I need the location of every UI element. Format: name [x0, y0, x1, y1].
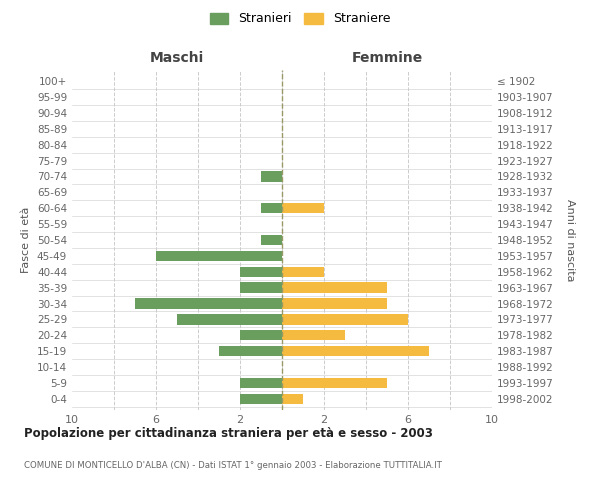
- Bar: [240, 394, 282, 404]
- Bar: [240, 378, 282, 388]
- Bar: [282, 298, 387, 308]
- Bar: [282, 314, 408, 324]
- Bar: [219, 346, 282, 356]
- Bar: [240, 330, 282, 340]
- Bar: [282, 330, 345, 340]
- Y-axis label: Anni di nascita: Anni di nascita: [565, 198, 575, 281]
- Bar: [282, 394, 303, 404]
- Bar: [261, 172, 282, 181]
- Text: Popolazione per cittadinanza straniera per età e sesso - 2003: Popolazione per cittadinanza straniera p…: [24, 428, 433, 440]
- Bar: [261, 203, 282, 213]
- Bar: [156, 250, 282, 261]
- Bar: [177, 314, 282, 324]
- Text: Femmine: Femmine: [352, 51, 422, 65]
- Bar: [282, 203, 324, 213]
- Bar: [282, 378, 387, 388]
- Bar: [282, 282, 387, 293]
- Bar: [261, 235, 282, 245]
- Y-axis label: Fasce di età: Fasce di età: [22, 207, 31, 273]
- Bar: [282, 266, 324, 277]
- Bar: [240, 282, 282, 293]
- Legend: Stranieri, Straniere: Stranieri, Straniere: [206, 8, 394, 29]
- Text: Maschi: Maschi: [150, 51, 204, 65]
- Text: COMUNE DI MONTICELLO D'ALBA (CN) - Dati ISTAT 1° gennaio 2003 - Elaborazione TUT: COMUNE DI MONTICELLO D'ALBA (CN) - Dati …: [24, 461, 442, 470]
- Bar: [135, 298, 282, 308]
- Bar: [240, 266, 282, 277]
- Bar: [282, 346, 429, 356]
